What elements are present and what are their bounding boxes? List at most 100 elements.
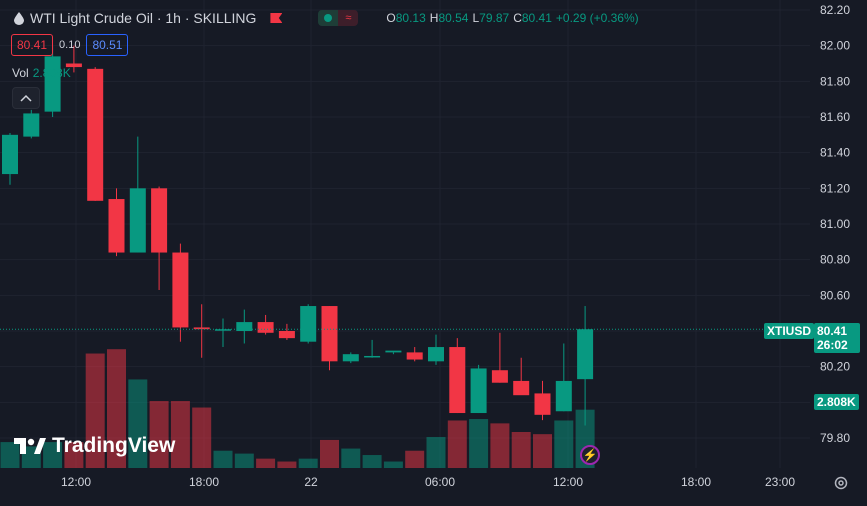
volume-bar bbox=[128, 379, 148, 468]
dot-icon[interactable] bbox=[318, 10, 339, 26]
volume-bars bbox=[0, 349, 595, 468]
volume-bar bbox=[511, 432, 531, 468]
volume-bar bbox=[447, 420, 467, 468]
candles[interactable] bbox=[2, 45, 594, 426]
bar-countdown: 26:02 bbox=[817, 338, 848, 352]
volume-bar bbox=[469, 419, 489, 468]
volume-bar bbox=[533, 434, 552, 468]
change-value: +0.29 (+0.36%) bbox=[555, 11, 639, 25]
candle-down[interactable] bbox=[449, 347, 466, 414]
candle-up[interactable] bbox=[428, 347, 444, 362]
volume-bar bbox=[298, 458, 318, 468]
trade-panel: 80.41 0.10 80.51 bbox=[11, 34, 129, 56]
settings-gear-icon[interactable] bbox=[833, 475, 849, 491]
open-label: O bbox=[386, 11, 396, 25]
volume-bar bbox=[256, 458, 276, 468]
symbol-price-label: XTIUSD bbox=[764, 323, 815, 339]
price-tick-label: 80.60 bbox=[820, 288, 850, 302]
volume-legend[interactable]: Vol 2.808K bbox=[12, 66, 71, 80]
volume-bar bbox=[426, 437, 446, 468]
candle-up[interactable] bbox=[385, 350, 402, 353]
candle-down[interactable] bbox=[87, 68, 104, 201]
candle-up[interactable] bbox=[470, 368, 487, 414]
candle-down[interactable] bbox=[108, 199, 125, 253]
candle-up[interactable] bbox=[236, 322, 253, 331]
last-volume-label: 2.808K bbox=[814, 394, 859, 410]
close-value: 80.41 bbox=[521, 11, 552, 25]
price-tick-label: 81.00 bbox=[820, 217, 850, 231]
volume-bar bbox=[149, 401, 169, 468]
time-axis[interactable]: 12:00 18:00 22 06:00 12:00 18:00 23:00 bbox=[61, 475, 795, 489]
volume-bar bbox=[320, 439, 339, 468]
sell-button[interactable]: 80.41 bbox=[11, 34, 54, 56]
time-tick-label: 22 bbox=[304, 475, 318, 489]
open-value: 80.13 bbox=[395, 11, 426, 25]
volume-bar bbox=[341, 448, 361, 468]
volume-bar bbox=[277, 461, 297, 468]
buy-button[interactable]: 80.51 bbox=[86, 34, 129, 56]
lightning-icon[interactable]: ⚡ bbox=[580, 445, 600, 465]
candle-up[interactable] bbox=[44, 56, 61, 112]
candle-down[interactable] bbox=[278, 331, 295, 339]
candle-down[interactable] bbox=[491, 370, 508, 383]
last-price-label: 80.41 26:02 bbox=[814, 323, 860, 353]
volume-bar bbox=[192, 407, 212, 468]
tradingview-logo[interactable]: TradingView bbox=[14, 434, 175, 458]
price-tick-label: 81.80 bbox=[820, 74, 850, 88]
collapse-button[interactable] bbox=[12, 87, 40, 109]
wave-icon[interactable]: ≈ bbox=[338, 10, 359, 26]
candle-up[interactable] bbox=[364, 355, 381, 358]
candle-down[interactable] bbox=[534, 393, 551, 415]
indicator-toggle[interactable]: ≈ bbox=[318, 10, 359, 26]
volume-bar bbox=[405, 450, 425, 468]
candle-down[interactable] bbox=[151, 188, 168, 253]
candle-up[interactable] bbox=[2, 134, 18, 175]
candle-up[interactable] bbox=[215, 329, 231, 331]
candle-down[interactable] bbox=[172, 252, 189, 328]
price-tick-label: 79.80 bbox=[820, 431, 850, 445]
volume-bar bbox=[554, 420, 574, 468]
price-tick-label: 81.40 bbox=[820, 146, 850, 160]
chevron-up-icon bbox=[20, 94, 32, 102]
time-tick-label: 06:00 bbox=[425, 475, 455, 489]
last-price-value: 80.41 bbox=[817, 324, 848, 338]
tradingview-logo-icon bbox=[14, 438, 46, 454]
candle-down[interactable] bbox=[65, 63, 82, 68]
price-tick-label: 80.20 bbox=[820, 360, 850, 374]
time-tick-label: 18:00 bbox=[681, 475, 711, 489]
price-axis[interactable]: 82.20 82.00 81.80 81.60 81.40 81.20 81.00 80.80… bbox=[820, 3, 850, 445]
volume-bar bbox=[0, 442, 20, 468]
close-label: C bbox=[513, 11, 522, 25]
spread-value: 0.10 bbox=[59, 39, 81, 51]
time-tick-label: 18:00 bbox=[189, 475, 219, 489]
price-tick-label: 82.00 bbox=[820, 39, 850, 53]
time-tick-label: 23:00 bbox=[765, 475, 795, 489]
candle-down[interactable] bbox=[406, 352, 423, 360]
volume-bar bbox=[170, 401, 190, 468]
high-label: H bbox=[429, 11, 439, 25]
volume-value: 2.808K bbox=[32, 66, 71, 80]
volume-label: Vol bbox=[12, 66, 29, 80]
volume-bar bbox=[107, 349, 126, 468]
candle-up[interactable] bbox=[342, 354, 359, 362]
volume-bar bbox=[64, 442, 84, 468]
candle-down[interactable] bbox=[257, 322, 274, 333]
volume-bar bbox=[85, 353, 105, 468]
price-tick-label: 81.60 bbox=[820, 110, 850, 124]
candle-down[interactable] bbox=[193, 327, 210, 330]
candle-down[interactable] bbox=[321, 306, 338, 362]
volume-bar bbox=[234, 453, 254, 468]
flag-icon[interactable] bbox=[270, 13, 283, 23]
candle-up[interactable] bbox=[129, 188, 146, 253]
candle-down[interactable] bbox=[513, 380, 530, 396]
low-value: 79.87 bbox=[479, 11, 510, 25]
candle-up[interactable] bbox=[577, 329, 594, 380]
candle-up[interactable] bbox=[300, 306, 317, 342]
symbol-title[interactable]: WTI Light Crude Oil · 1h · SKILLING bbox=[30, 10, 257, 26]
price-tick-label: 82.20 bbox=[820, 3, 850, 17]
price-tick-label: 81.20 bbox=[820, 181, 850, 195]
candle-up[interactable] bbox=[555, 380, 572, 412]
candle-up[interactable] bbox=[23, 113, 40, 137]
